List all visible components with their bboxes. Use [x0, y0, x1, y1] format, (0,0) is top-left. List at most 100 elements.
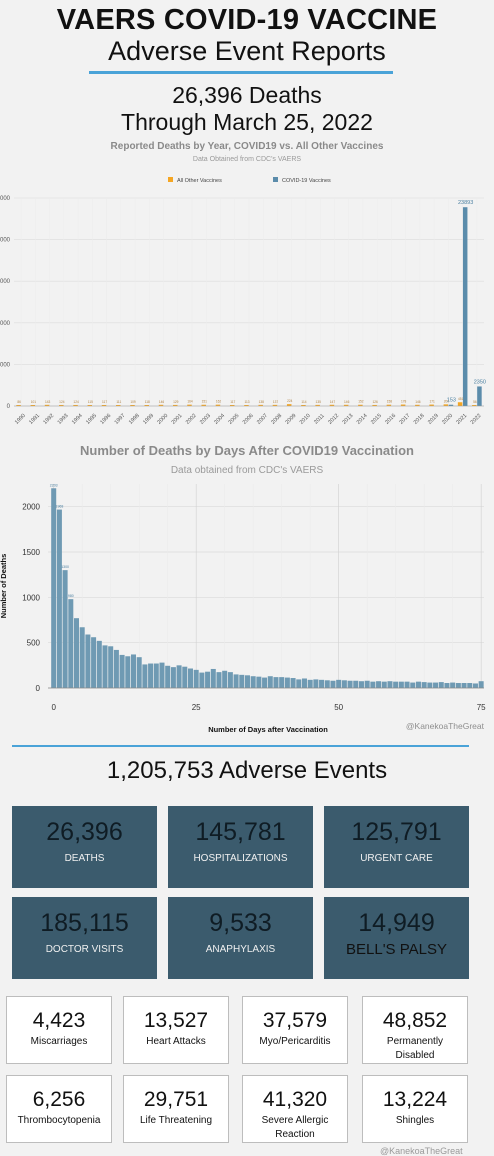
bar-day-22	[176, 665, 182, 688]
bar-other-2020	[443, 404, 449, 406]
title-underline	[89, 71, 393, 74]
bar-day-66	[427, 682, 433, 688]
data-label: 1968	[56, 505, 64, 509]
data-label-covid: 153	[447, 398, 456, 404]
bar-other-2019	[429, 404, 434, 406]
bar-other-1999	[144, 405, 150, 406]
bar-day-50	[336, 679, 342, 688]
bar-day-67	[433, 682, 439, 688]
stat-box-shingles: 13,224 Shingles	[362, 1075, 468, 1143]
bar-day-53	[353, 680, 359, 688]
bar-day-46	[313, 679, 319, 688]
data-label-other: 135	[316, 400, 322, 404]
stat-value: 185,115	[40, 909, 129, 937]
x-tick-label: 2008	[270, 413, 283, 426]
chart2-title: Number of Deaths by Days After COVID19 V…	[79, 443, 414, 458]
stat-value: 125,791	[351, 818, 442, 846]
x-tick-label: 2002	[185, 413, 198, 426]
y-tick-label: 1500	[22, 548, 40, 557]
bar-other-2010	[301, 405, 306, 406]
x-tick-label: 1994	[71, 413, 84, 426]
x-tick-label: 2009	[285, 413, 298, 426]
x-tick-label: 2005	[228, 413, 241, 426]
stat-value: 41,320	[262, 1088, 328, 1111]
bar-day-1	[56, 509, 62, 688]
bar-day-14	[130, 654, 136, 688]
bar-day-13	[125, 656, 131, 688]
bar-other-2021	[457, 402, 463, 406]
bar-day-35	[250, 676, 256, 688]
x-tick-label: 2021	[455, 413, 468, 426]
bar-day-21	[170, 667, 176, 688]
bar-other-2006	[244, 405, 249, 406]
data-label-other: 146	[159, 400, 165, 404]
stat-box-heart-attacks: 13,527 Heart Attacks	[123, 996, 229, 1064]
data-label-other: 124	[59, 400, 65, 404]
stat-tile-doctor-visits: 185,115 DOCTOR VISITS	[12, 897, 157, 979]
bar-day-38	[267, 676, 273, 688]
legend-swatch-other	[168, 177, 173, 182]
credit-bottom: @KanekoaTheGreat	[380, 1146, 463, 1156]
data-label-other: 151	[202, 400, 208, 404]
bar-day-65	[421, 682, 427, 688]
bar-day-19	[159, 662, 165, 688]
x-tick-label: 1996	[99, 413, 112, 426]
stat-box-myo-pericarditis: 37,579 Myo/Pericarditis	[242, 996, 348, 1064]
bar-day-48	[324, 680, 330, 688]
data-label-other: 115	[88, 400, 93, 404]
bar-other-1998	[130, 405, 135, 406]
data-label-other: 224	[287, 399, 293, 403]
bar-day-42	[290, 678, 296, 688]
x-tick-label: 0	[51, 703, 56, 712]
bar-day-45	[307, 679, 313, 688]
bar-day-32	[233, 674, 239, 688]
stat-tile-bells-palsy: 14,949 BELL'S PALSY	[324, 897, 469, 979]
bar-other-1997	[116, 405, 121, 406]
bar-other-2001	[172, 404, 178, 406]
x-axis-title: Number of Days after Vaccination	[208, 725, 328, 734]
x-tick-label: 2013	[342, 413, 355, 426]
bar-day-58	[381, 681, 387, 688]
data-label-other: 124	[73, 400, 79, 404]
x-tick-label: 1991	[28, 413, 41, 426]
x-tick-label: 2001	[171, 413, 184, 426]
bar-day-51	[341, 680, 347, 688]
bar-day-31	[227, 672, 233, 688]
x-tick-label: 2012	[327, 413, 340, 426]
bar-day-7	[91, 637, 97, 688]
data-label-other: 147	[330, 400, 336, 404]
bar-day-64	[415, 681, 421, 688]
stat-value: 13,224	[382, 1088, 448, 1111]
stat-label: URGENT CARE	[360, 853, 433, 864]
data-label-other: 200	[444, 399, 450, 403]
x-tick-label: 2020	[441, 413, 454, 426]
stat-value: 29,751	[143, 1088, 209, 1111]
chart1-subtitle: Data Obtained from CDC's VAERS	[192, 156, 302, 163]
y-tick-label: 15000	[0, 279, 11, 285]
bar-day-18	[153, 663, 159, 688]
stat-box-severe-allergic-reaction: 41,320 Severe Allergic Reaction	[242, 1075, 348, 1143]
stat-value: 48,852	[382, 1009, 448, 1032]
data-label: 1300	[61, 565, 69, 569]
data-label: 980	[68, 594, 74, 598]
bar-day-11	[113, 649, 119, 688]
bar-day-0	[51, 488, 57, 688]
bar-day-25	[193, 669, 199, 688]
bar-day-15	[136, 657, 142, 688]
x-tick-label: 75	[477, 703, 486, 712]
stat-value: 4,423	[32, 1009, 86, 1032]
y-tick-label: 1000	[22, 593, 40, 602]
stat-box-permanently-disabled: 48,852 Permanently Disabled	[362, 996, 468, 1064]
stat-value: 14,949	[358, 909, 435, 937]
bar-day-44	[301, 678, 307, 688]
stat-label: ANAPHYLAXIS	[205, 944, 276, 955]
data-label-covid: 2350	[474, 379, 486, 385]
x-tick-label: 2022	[470, 413, 483, 426]
bar-day-54	[358, 681, 364, 688]
bar-other-2014	[358, 404, 363, 406]
bar-other-1996	[101, 405, 107, 406]
x-tick-label: 2016	[384, 413, 397, 426]
x-tick-label: 2019	[427, 413, 440, 426]
data-label-other: 143	[45, 400, 51, 404]
bar-day-41	[284, 677, 290, 688]
